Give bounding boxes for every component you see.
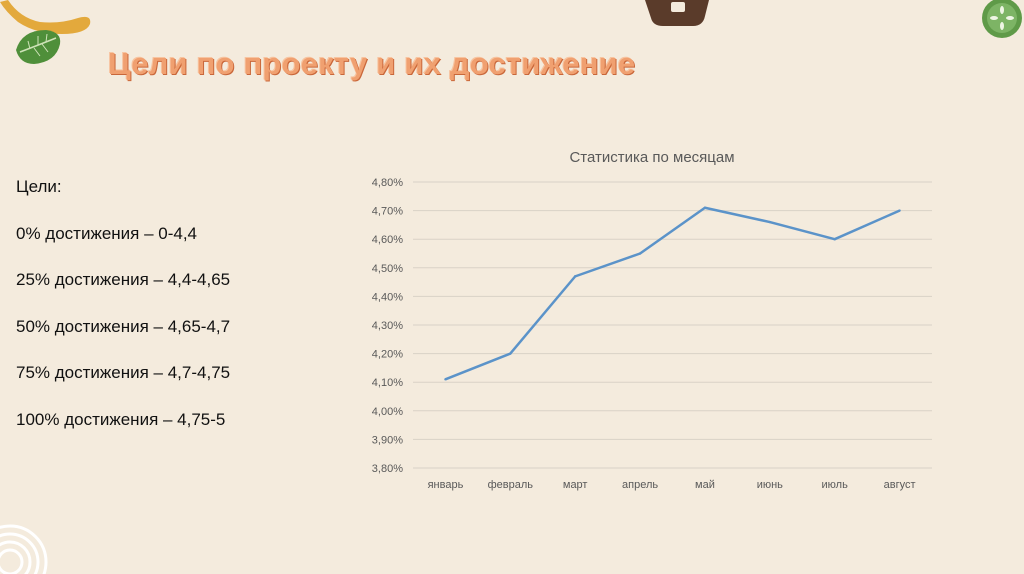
slide-title: Цели по проекту и их достижение [108,46,636,81]
goals-heading: Цели: [16,177,62,196]
data-point [768,220,772,224]
data-point [509,352,512,355]
y-tick-label: 3,80% [372,463,403,475]
x-tick-label: август [884,479,916,491]
chart-title: Статистика по месяцам [569,149,734,166]
x-tick-label: апрель [622,479,658,491]
y-tick-label: 4,40% [372,291,403,303]
x-tick-label: июнь [757,479,783,491]
y-tick-label: 4,80% [372,177,403,189]
data-point [703,206,707,209]
data-point [573,275,577,278]
y-tick-label: 4,60% [372,234,403,246]
y-tick-label: 4,50% [372,263,403,275]
y-tick-label: 4,10% [372,377,403,389]
leaf-icon [16,30,61,64]
y-tick-label: 4,00% [372,406,403,418]
x-tick-label: июль [822,479,849,491]
goal-item: 25% достижения – 4,4-4,65 [16,270,231,289]
x-tick-label: май [695,479,715,491]
cucumber-slice-icon [982,0,1022,38]
y-tick-label: 4,20% [372,349,403,361]
goal-item: 100% достижения – 4,75-5 [16,409,226,429]
y-tick-label: 4,70% [372,206,403,218]
data-point [444,378,447,381]
x-tick-label: февраль [488,479,534,491]
series-line [444,206,901,381]
x-tick-label: январь [428,479,464,491]
goal-item: 75% достижения – 4,7-4,75 [16,363,231,382]
x-tick-label: март [563,479,588,491]
y-tick-label: 4,30% [372,320,403,332]
wooden-spoon-icon [0,0,91,34]
chocolate-icon [645,0,709,26]
y-tick-label: 3,90% [372,434,403,446]
goals-list: Цели: 0% достижения – 0-4,4 25% достижен… [16,176,230,455]
goal-item: 0% достижения – 0-4,4 [16,223,198,243]
data-point [833,238,836,241]
data-point [638,252,642,255]
goal-item: 50% достижения – 4,65-4,7 [16,316,231,336]
data-point [898,209,901,212]
onion-ring-icon [0,524,48,574]
